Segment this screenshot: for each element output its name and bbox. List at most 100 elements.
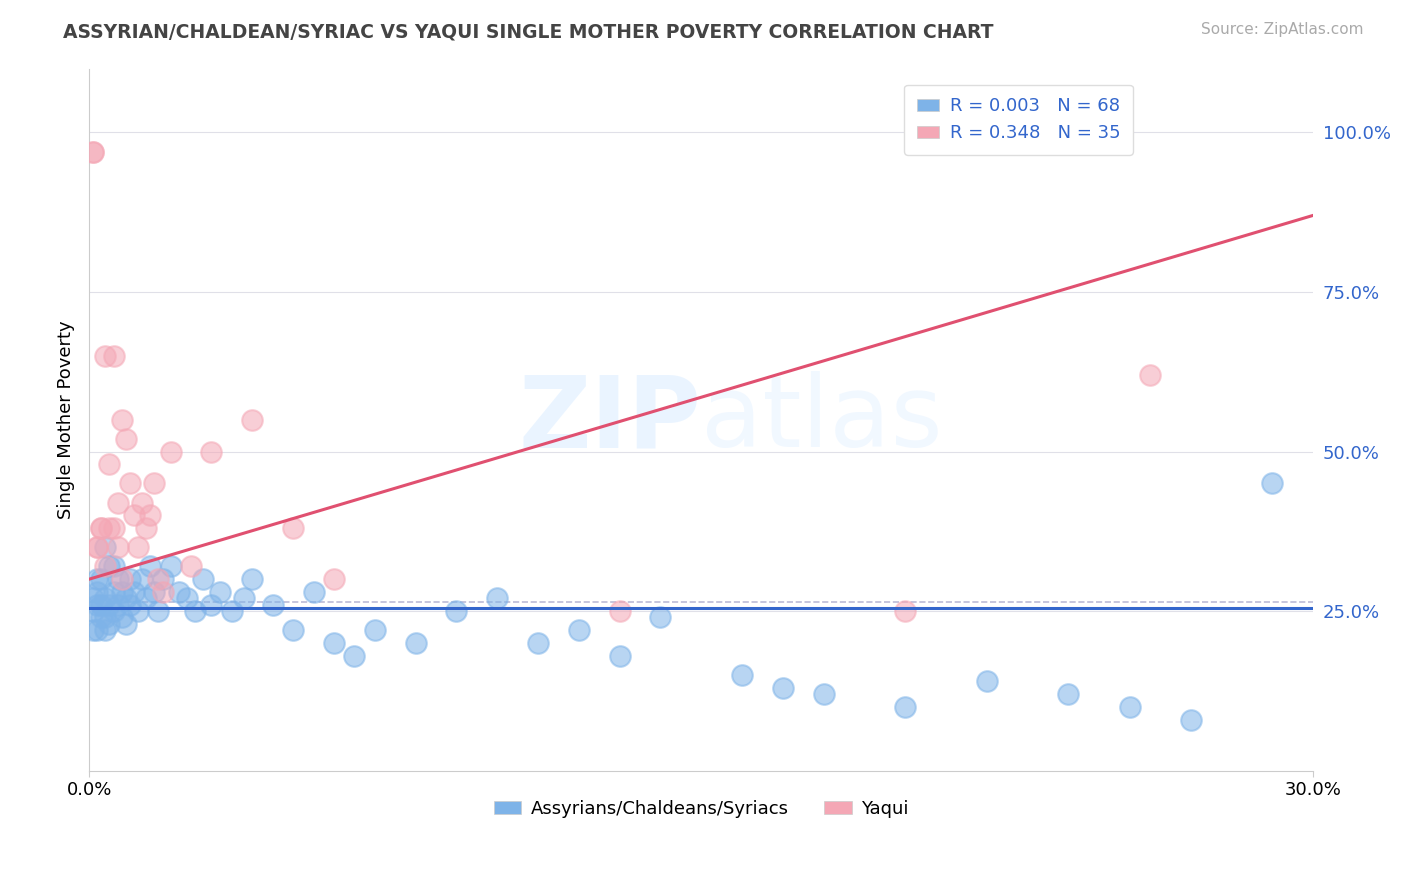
Point bbox=[90, 521, 112, 535]
Point bbox=[94, 349, 117, 363]
Point bbox=[94, 541, 117, 555]
Point bbox=[90, 610, 112, 624]
Point bbox=[894, 699, 917, 714]
Point bbox=[111, 572, 134, 586]
Point bbox=[139, 559, 162, 574]
Point bbox=[82, 145, 104, 159]
Point bbox=[90, 572, 112, 586]
Point bbox=[159, 444, 181, 458]
Point bbox=[114, 432, 136, 446]
Point bbox=[405, 636, 427, 650]
Point bbox=[650, 610, 672, 624]
Point bbox=[176, 591, 198, 606]
Point bbox=[208, 585, 231, 599]
Point bbox=[135, 591, 157, 606]
Point bbox=[131, 572, 153, 586]
Point bbox=[322, 572, 344, 586]
Point bbox=[98, 559, 121, 574]
Point bbox=[139, 508, 162, 523]
Point bbox=[111, 610, 134, 624]
Point bbox=[94, 591, 117, 606]
Text: atlas: atlas bbox=[702, 371, 943, 468]
Point bbox=[240, 412, 263, 426]
Point bbox=[233, 591, 256, 606]
Point bbox=[98, 458, 121, 472]
Text: ZIP: ZIP bbox=[519, 371, 702, 468]
Point bbox=[343, 648, 366, 663]
Point bbox=[148, 604, 170, 618]
Point bbox=[200, 598, 222, 612]
Point bbox=[86, 541, 108, 555]
Point bbox=[527, 636, 550, 650]
Point bbox=[94, 610, 117, 624]
Point bbox=[114, 591, 136, 606]
Point bbox=[90, 521, 112, 535]
Point bbox=[107, 495, 129, 509]
Point bbox=[103, 559, 125, 574]
Point bbox=[813, 687, 835, 701]
Point bbox=[302, 585, 325, 599]
Point bbox=[127, 541, 149, 555]
Point bbox=[152, 572, 174, 586]
Point bbox=[111, 585, 134, 599]
Point bbox=[94, 624, 117, 638]
Point bbox=[82, 624, 104, 638]
Point bbox=[122, 585, 145, 599]
Point bbox=[86, 598, 108, 612]
Point bbox=[98, 521, 121, 535]
Point bbox=[1261, 476, 1284, 491]
Text: Source: ZipAtlas.com: Source: ZipAtlas.com bbox=[1201, 22, 1364, 37]
Point bbox=[1118, 699, 1140, 714]
Point bbox=[82, 591, 104, 606]
Point bbox=[193, 572, 215, 586]
Point bbox=[221, 604, 243, 618]
Point bbox=[1139, 368, 1161, 382]
Point bbox=[107, 541, 129, 555]
Point bbox=[118, 598, 141, 612]
Point bbox=[568, 624, 591, 638]
Text: ASSYRIAN/CHALDEAN/SYRIAC VS YAQUI SINGLE MOTHER POVERTY CORRELATION CHART: ASSYRIAN/CHALDEAN/SYRIAC VS YAQUI SINGLE… bbox=[63, 22, 994, 41]
Point bbox=[894, 604, 917, 618]
Point bbox=[609, 648, 631, 663]
Point bbox=[364, 624, 387, 638]
Point bbox=[200, 444, 222, 458]
Point bbox=[976, 674, 998, 689]
Point bbox=[103, 521, 125, 535]
Point bbox=[122, 508, 145, 523]
Point bbox=[184, 604, 207, 618]
Point bbox=[107, 598, 129, 612]
Point bbox=[143, 476, 166, 491]
Point bbox=[114, 616, 136, 631]
Point bbox=[86, 572, 108, 586]
Point bbox=[103, 349, 125, 363]
Point bbox=[98, 616, 121, 631]
Point bbox=[322, 636, 344, 650]
Point bbox=[94, 559, 117, 574]
Point bbox=[90, 598, 112, 612]
Point bbox=[82, 604, 104, 618]
Point bbox=[103, 604, 125, 618]
Point bbox=[1057, 687, 1080, 701]
Point bbox=[148, 572, 170, 586]
Point bbox=[86, 624, 108, 638]
Point bbox=[107, 572, 129, 586]
Point bbox=[131, 495, 153, 509]
Point bbox=[135, 521, 157, 535]
Point bbox=[262, 598, 284, 612]
Point bbox=[159, 559, 181, 574]
Point bbox=[609, 604, 631, 618]
Point bbox=[86, 585, 108, 599]
Point bbox=[281, 521, 304, 535]
Point bbox=[127, 604, 149, 618]
Point bbox=[731, 668, 754, 682]
Point bbox=[240, 572, 263, 586]
Point bbox=[111, 412, 134, 426]
Point bbox=[103, 585, 125, 599]
Point bbox=[152, 585, 174, 599]
Point bbox=[446, 604, 468, 618]
Point bbox=[143, 585, 166, 599]
Point bbox=[486, 591, 509, 606]
Y-axis label: Single Mother Poverty: Single Mother Poverty bbox=[58, 320, 75, 519]
Point bbox=[180, 559, 202, 574]
Point bbox=[86, 541, 108, 555]
